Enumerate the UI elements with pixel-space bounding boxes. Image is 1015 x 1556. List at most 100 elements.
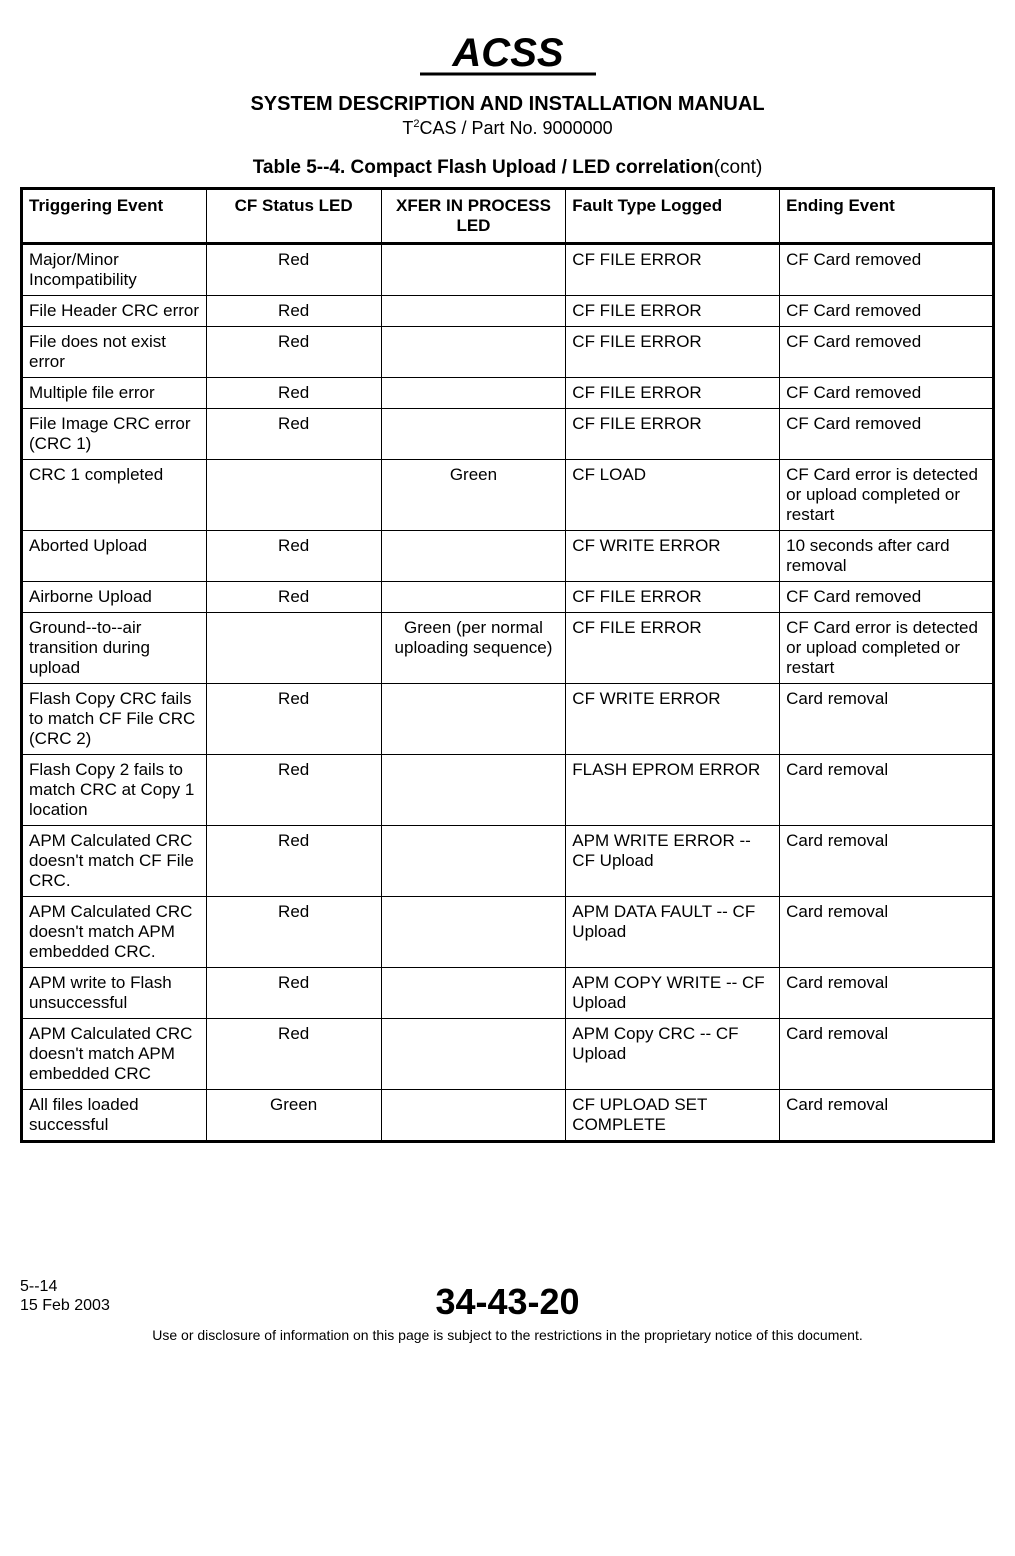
table-row: APM Calculated CRC doesn't match APM emb…	[22, 1019, 994, 1090]
led-correlation-table: Triggering Event CF Status LED XFER IN P…	[20, 187, 995, 1143]
cell-trigger: File does not exist error	[22, 327, 207, 378]
cell-trigger: Airborne Upload	[22, 582, 207, 613]
cell-xfer	[381, 582, 566, 613]
cell-end: Card removal	[780, 826, 994, 897]
cell-end: Card removal	[780, 897, 994, 968]
table-row: Major/Minor IncompatibilityRedCF FILE ER…	[22, 244, 994, 296]
cell-cf: Red	[206, 968, 381, 1019]
sub-prefix: T	[402, 118, 413, 138]
table-row: APM Calculated CRC doesn't match CF File…	[22, 826, 994, 897]
cell-trigger: Flash Copy 2 fails to match CRC at Copy …	[22, 755, 207, 826]
cell-cf: Red	[206, 409, 381, 460]
cell-trigger: CRC 1 completed	[22, 460, 207, 531]
cell-xfer	[381, 968, 566, 1019]
cell-fault: CF FILE ERROR	[566, 409, 780, 460]
table-row: All files loaded successfulGreen CF UPLOA…	[22, 1090, 994, 1142]
table-header-row: Triggering Event CF Status LED XFER IN P…	[22, 189, 994, 244]
table-row: CRC 1 completedGreenCF LOADCF Card error…	[22, 460, 994, 531]
cell-xfer	[381, 684, 566, 755]
cell-xfer: Green (per normal uploading sequence)	[381, 613, 566, 684]
cell-cf: Red	[206, 582, 381, 613]
cell-xfer	[381, 1090, 566, 1142]
page-footer: 5--14 15 Feb 2003 34-43-20 Use or disclo…	[20, 1263, 995, 1343]
manual-title: SYSTEM DESCRIPTION AND INSTALLATION MANU…	[20, 93, 995, 116]
cell-trigger: Ground--to--air transition during upload	[22, 613, 207, 684]
cell-end: Card removal	[780, 968, 994, 1019]
cell-end: CF Card error is detected or upload comp…	[780, 460, 994, 531]
cell-xfer	[381, 296, 566, 327]
table-title: Table 5--4. Compact Flash Upload / LED c…	[20, 157, 995, 179]
cell-xfer	[381, 327, 566, 378]
cell-xfer	[381, 409, 566, 460]
table-title-cont: (cont)	[714, 157, 763, 178]
cell-xfer	[381, 244, 566, 296]
cell-fault: CF WRITE ERROR	[566, 684, 780, 755]
cell-fault: CF FILE ERROR	[566, 296, 780, 327]
cell-fault: CF FILE ERROR	[566, 378, 780, 409]
cell-trigger: APM Calculated CRC doesn't match APM emb…	[22, 1019, 207, 1090]
cell-trigger: File Header CRC error	[22, 296, 207, 327]
table-row: APM write to Flash unsuccessfulRed APM CO…	[22, 968, 994, 1019]
th-cf-status-led: CF Status LED	[206, 189, 381, 244]
cell-fault: CF UPLOAD SET COMPLETE	[566, 1090, 780, 1142]
cell-cf: Red	[206, 244, 381, 296]
cell-fault: APM COPY WRITE -- CF Upload	[566, 968, 780, 1019]
cell-trigger: APM write to Flash unsuccessful	[22, 968, 207, 1019]
cell-trigger: Flash Copy CRC fails to match CF File CR…	[22, 684, 207, 755]
cell-cf: Red	[206, 1019, 381, 1090]
cell-end: 10 seconds after card removal	[780, 531, 994, 582]
table-row: Aborted UploadRed CF WRITE ERROR10 second…	[22, 531, 994, 582]
cell-cf	[206, 460, 381, 531]
cell-cf: Red	[206, 531, 381, 582]
cell-end: Card removal	[780, 1090, 994, 1142]
table-row: Multiple file errorRed CF FILE ERRORCF Ca…	[22, 378, 994, 409]
table-row: Ground--to--air transition during upload…	[22, 613, 994, 684]
cell-end: CF Card removed	[780, 409, 994, 460]
cell-end: Card removal	[780, 755, 994, 826]
cell-trigger: Multiple file error	[22, 378, 207, 409]
cell-xfer	[381, 755, 566, 826]
cell-fault: CF FILE ERROR	[566, 327, 780, 378]
cell-cf: Red	[206, 378, 381, 409]
cell-xfer	[381, 897, 566, 968]
cell-cf: Red	[206, 755, 381, 826]
cell-fault: APM Copy CRC -- CF Upload	[566, 1019, 780, 1090]
footer-left: 5--14 15 Feb 2003	[20, 1277, 110, 1315]
table-row: APM Calculated CRC doesn't match APM emb…	[22, 897, 994, 968]
cell-cf	[206, 613, 381, 684]
table-title-main: Table 5--4. Compact Flash Upload / LED c…	[253, 157, 714, 178]
cell-trigger: File Image CRC error (CRC 1)	[22, 409, 207, 460]
cell-fault: CF WRITE ERROR	[566, 531, 780, 582]
cell-fault: CF FILE ERROR	[566, 613, 780, 684]
cell-fault: CF FILE ERROR	[566, 582, 780, 613]
cell-cf: Red	[206, 296, 381, 327]
cell-xfer	[381, 826, 566, 897]
cell-cf: Red	[206, 327, 381, 378]
cell-trigger: All files loaded successful	[22, 1090, 207, 1142]
cell-end: CF Card removed	[780, 378, 994, 409]
cell-end: CF Card removed	[780, 582, 994, 613]
table-row: Airborne UploadRed CF FILE ERRORCF Card r…	[22, 582, 994, 613]
table-row: Flash Copy CRC fails to match CF File CR…	[22, 684, 994, 755]
cell-trigger: APM Calculated CRC doesn't match APM emb…	[22, 897, 207, 968]
cell-cf: Green	[206, 1090, 381, 1142]
cell-fault: APM DATA FAULT -- CF Upload	[566, 897, 780, 968]
th-triggering-event: Triggering Event	[22, 189, 207, 244]
cell-trigger: Aborted Upload	[22, 531, 207, 582]
cell-trigger: APM Calculated CRC doesn't match CF File…	[22, 826, 207, 897]
cell-xfer	[381, 1019, 566, 1090]
sub-rest: CAS / Part No. 9000000	[420, 118, 613, 138]
cell-xfer	[381, 531, 566, 582]
th-xfer-led: XFER IN PROCESS LED	[381, 189, 566, 244]
cell-xfer: Green	[381, 460, 566, 531]
cell-fault: APM WRITE ERROR -- CF Upload	[566, 826, 780, 897]
footer-page: 5--14	[20, 1277, 110, 1296]
table-row: File Image CRC error (CRC 1)Red CF FILE E…	[22, 409, 994, 460]
table-row: File does not exist errorRed CF FILE ERRO…	[22, 327, 994, 378]
cell-xfer	[381, 378, 566, 409]
cell-end: CF Card removed	[780, 296, 994, 327]
cell-end: Card removal	[780, 1019, 994, 1090]
cell-fault: FLASH EPROM ERROR	[566, 755, 780, 826]
svg-text:ACSS: ACSS	[451, 31, 563, 75]
cell-trigger: Major/Minor Incompatibility	[22, 244, 207, 296]
